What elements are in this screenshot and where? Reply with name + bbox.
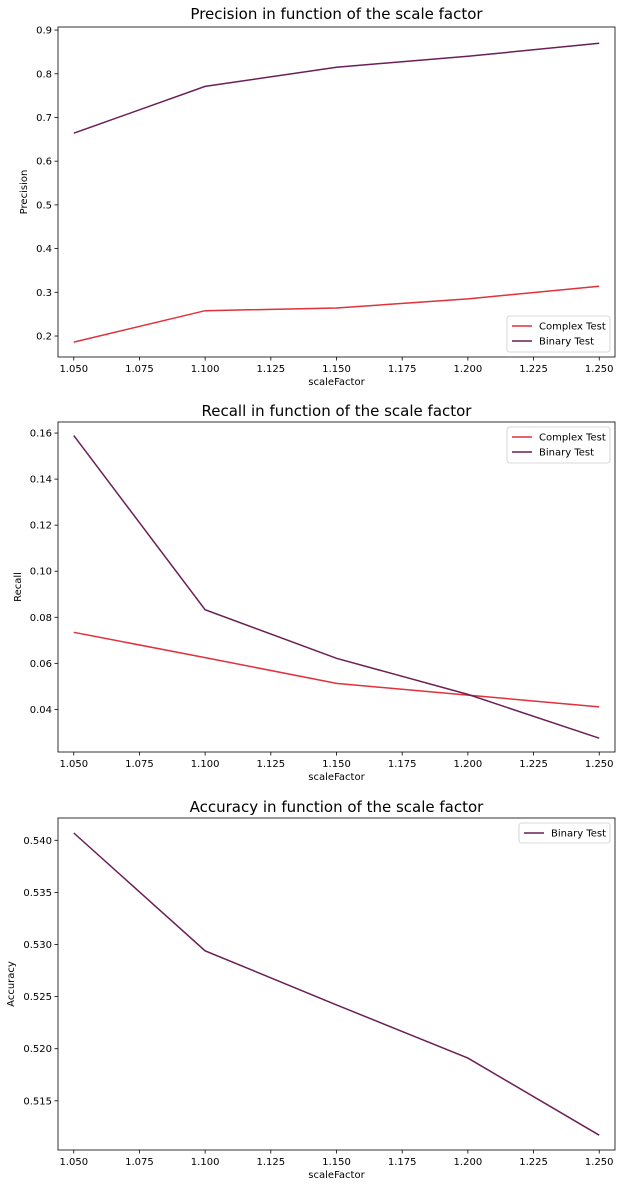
chart-title: Precision in function of the scale facto… — [190, 5, 483, 23]
chart-title: Accuracy in function of the scale factor — [190, 798, 485, 816]
x-tick-label: 1.100 — [191, 364, 220, 375]
legend-label: Binary Test — [539, 337, 594, 348]
y-tick-label: 0.16 — [30, 429, 52, 440]
x-tick-label: 1.250 — [585, 364, 614, 375]
y-tick-label: 0.04 — [30, 705, 52, 716]
y-tick-label: 0.520 — [23, 1044, 52, 1055]
y-axis-label: Precision — [19, 170, 30, 215]
x-tick-label: 1.125 — [256, 364, 285, 375]
x-tick-label: 1.225 — [519, 759, 548, 770]
y-tick-label: 0.540 — [23, 836, 52, 847]
series-line-binary-test — [73, 435, 600, 739]
x-tick-label: 1.075 — [125, 759, 154, 770]
y-tick-label: 0.515 — [23, 1096, 52, 1107]
legend-label: Binary Test — [551, 829, 606, 840]
x-tick-label: 1.150 — [322, 759, 351, 770]
y-axis-label: Accuracy — [6, 961, 17, 1007]
series-line-complex-test — [73, 631, 600, 708]
y-tick-label: 0.12 — [30, 521, 52, 532]
y-tick-label: 0.2 — [36, 332, 52, 343]
x-axis-label: scaleFactor — [308, 1170, 365, 1181]
x-tick-label: 1.225 — [519, 1157, 548, 1168]
x-tick-label: 1.225 — [519, 364, 548, 375]
x-tick-label: 1.075 — [125, 1157, 154, 1168]
x-tick-label: 1.050 — [59, 364, 88, 375]
legend: Binary Test — [518, 822, 611, 844]
legend-box — [518, 822, 611, 844]
series-line-binary-test — [73, 832, 600, 1136]
legend-label: Complex Test — [539, 433, 606, 444]
y-tick-label: 0.7 — [36, 113, 52, 124]
x-tick-label: 1.200 — [454, 759, 483, 770]
legend-label: Binary Test — [539, 448, 594, 459]
y-tick-label: 0.530 — [23, 940, 52, 951]
legend: Complex Test Binary Test — [506, 315, 611, 353]
chart-title: Recall in function of the scale factor — [202, 402, 473, 420]
x-tick-label: 1.100 — [191, 759, 220, 770]
x-tick-label: 1.150 — [322, 364, 351, 375]
x-tick-label: 1.175 — [388, 364, 417, 375]
y-tick-label: 0.14 — [30, 475, 52, 486]
legend: Complex Test Binary Test — [506, 426, 611, 464]
y-tick-label: 0.525 — [23, 992, 52, 1003]
x-tick-label: 1.100 — [191, 1157, 220, 1168]
x-axis-label: scaleFactor — [308, 772, 365, 783]
x-tick-label: 1.250 — [585, 759, 614, 770]
y-tick-label: 0.3 — [36, 288, 52, 299]
x-tick-label: 1.200 — [454, 1157, 483, 1168]
x-tick-label: 1.050 — [59, 1157, 88, 1168]
y-tick-label: 0.535 — [23, 888, 52, 899]
x-tick-label: 1.125 — [256, 1157, 285, 1168]
plot-area-frame — [57, 421, 616, 753]
x-tick-label: 1.125 — [256, 759, 285, 770]
x-tick-label: 1.150 — [322, 1157, 351, 1168]
chart-panel-2: Recall in function of the scale factor 1.… — [13, 402, 616, 783]
y-tick-label: 0.5 — [36, 200, 52, 211]
y-tick-label: 0.6 — [36, 157, 52, 168]
x-tick-label: 1.200 — [454, 364, 483, 375]
x-tick-label: 1.175 — [388, 1157, 417, 1168]
chart-panel-1: Precision in function of the scale facto… — [19, 5, 616, 388]
legend-box — [506, 426, 611, 464]
chart-panel-3: Accuracy in function of the scale factor… — [6, 798, 616, 1181]
y-tick-label: 0.4 — [36, 244, 52, 255]
y-tick-label: 0.08 — [30, 613, 52, 624]
plot-area-frame — [57, 817, 616, 1151]
y-tick-label: 0.8 — [36, 69, 52, 80]
legend-box — [506, 315, 611, 353]
y-tick-label: 0.9 — [36, 26, 52, 37]
x-tick-label: 1.175 — [388, 759, 417, 770]
legend-label: Complex Test — [539, 322, 606, 333]
series-line-binary-test — [73, 42, 600, 134]
x-axis-label: scaleFactor — [308, 377, 365, 388]
x-tick-label: 1.250 — [585, 1157, 614, 1168]
y-axis-label: Recall — [13, 572, 24, 602]
x-tick-label: 1.050 — [59, 759, 88, 770]
x-tick-label: 1.075 — [125, 364, 154, 375]
y-tick-label: 0.06 — [30, 659, 52, 670]
y-tick-label: 0.10 — [30, 567, 52, 578]
